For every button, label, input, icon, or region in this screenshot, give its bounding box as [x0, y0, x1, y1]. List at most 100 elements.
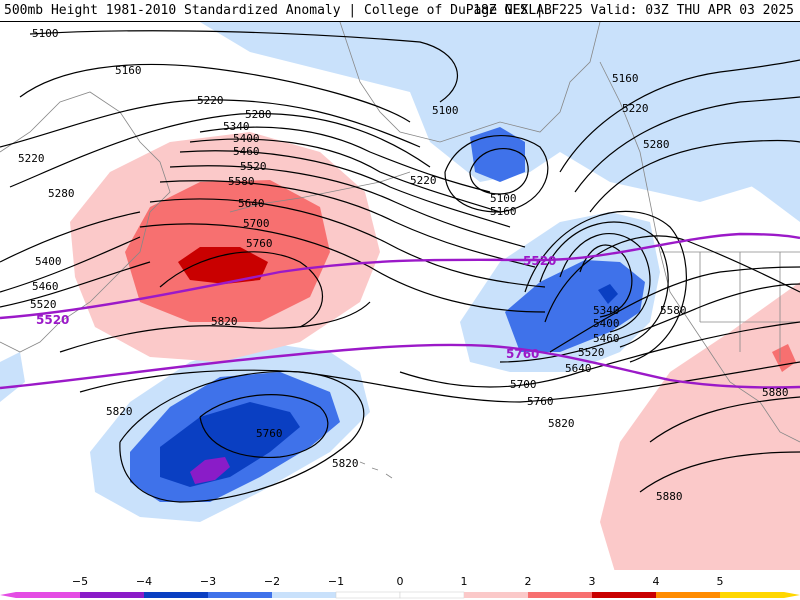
pos2-southeast-shade: [772, 344, 796, 372]
contour-5340: [199, 126, 491, 193]
contour-5280-west: [9, 112, 431, 188]
contour-label: 5820: [332, 457, 359, 470]
alaska-coastline: [339, 22, 601, 143]
contour-gulf-inner: [469, 148, 529, 195]
thickness-label-group: 5520 5520 5760: [36, 254, 556, 361]
contour-label: 5280: [643, 138, 670, 151]
anomaly-shading: [0, 22, 800, 570]
anomaly-color-scale: −5 −4 −3 −2 −1 0 1 2 3 4 5: [0, 575, 800, 599]
contour-label: 5280: [245, 108, 272, 121]
hawaii-islands: [359, 461, 393, 479]
contour-label: 5820: [548, 417, 575, 430]
scale-tick-label: 5: [717, 575, 724, 588]
scale-arrow-right: [784, 592, 800, 598]
contour-label: 5220: [622, 102, 649, 115]
contour-5460-west: [0, 236, 141, 293]
scale-bin: [16, 592, 80, 598]
thickness-5760-line: [0, 343, 800, 390]
aleutian-arc: [229, 171, 411, 213]
contour-label: 5820: [211, 315, 238, 328]
contour-label: 5220: [197, 94, 224, 107]
contour-label: 5820: [106, 405, 133, 418]
scale-ticks: −5 −4 −3 −2 −1 0 1 2 3 4 5: [72, 575, 724, 588]
contour-trough-5700: [499, 283, 800, 363]
contour-label: 5520: [240, 160, 267, 173]
north-america-coastline: [599, 61, 800, 443]
contour-label: 5880: [762, 386, 789, 399]
contour-label: 5580: [228, 175, 255, 188]
contour-5160-east: [559, 59, 800, 173]
neg3-pacific-shade: [598, 284, 618, 304]
contour-label: 5340: [593, 304, 620, 317]
neg1-edge-shade: [0, 352, 25, 402]
contour-5220-east: [574, 96, 800, 193]
scale-bin: [464, 592, 528, 598]
map-header: 500mb Height 1981-2010 Standardized Anom…: [0, 0, 800, 22]
contour-label: 5400: [233, 132, 260, 145]
contour-label: 5280: [48, 187, 75, 200]
contour-label: 5220: [410, 174, 437, 187]
contour-label: 5160: [115, 64, 142, 77]
contour-label: 5640: [565, 362, 592, 375]
scale-tick-label: 3: [589, 575, 596, 588]
contour-label: 5700: [510, 378, 537, 391]
contour-5760-cutoff: [199, 394, 329, 459]
contour-gulf-low: [444, 135, 549, 213]
scale-bin: [272, 592, 336, 598]
contour-5100-north: [29, 30, 458, 103]
scale-bin: [528, 592, 592, 598]
scale-bin: [720, 592, 784, 598]
scale-bin: [335, 591, 401, 599]
asia-coastline: [0, 91, 171, 353]
scale-tick-label: 0: [397, 575, 404, 588]
contour-5400: [189, 138, 501, 213]
contour-5580: [159, 180, 536, 268]
scale-bar: [0, 591, 800, 599]
contour-label: 5580: [660, 304, 687, 317]
neg3-southwest-shade: [160, 402, 300, 487]
weather-map[interactable]: 5100 5160 5220 5280 5220 5280 5340 5400 …: [0, 22, 800, 570]
neg4-southwest-shade: [190, 457, 230, 484]
contour-5220-west: [0, 99, 421, 148]
contour-5520: [169, 165, 526, 248]
pos1-southeast-shade: [600, 282, 800, 570]
contour-5760-ridge: [159, 251, 324, 328]
scale-arrow-left: [0, 592, 16, 598]
scale-bin: [208, 592, 272, 598]
contour-label: 5340: [223, 120, 250, 133]
contour-label: 5760: [527, 395, 554, 408]
neg2-pacific-shade: [505, 260, 645, 352]
scale-tick-label: −1: [328, 575, 344, 588]
contour-trough-5460: [539, 221, 669, 348]
contour-label: 5520: [30, 298, 57, 311]
contour-label: 5100: [432, 104, 459, 117]
contour-label: 5460: [593, 332, 620, 345]
contour-5880-southeast: [639, 451, 800, 493]
contour-trough-5340: [579, 244, 633, 318]
contour-5400-west: [0, 211, 141, 263]
contour-label: 5760: [256, 427, 283, 440]
contour-trough-5400: [559, 233, 651, 333]
scale-tick-label: −2: [264, 575, 280, 588]
contour-5520-west: [0, 261, 151, 308]
neg1-east-shade: [600, 22, 800, 222]
contour-trough-5580: [544, 235, 800, 323]
contour-5460: [179, 150, 511, 228]
contour-label: 5700: [243, 217, 270, 230]
contour-5640: [149, 198, 546, 288]
contour-label: 5880: [656, 490, 683, 503]
contour-label: 5160: [612, 72, 639, 85]
contour-label: 5160: [490, 205, 517, 218]
contour-label: 5520: [578, 346, 605, 359]
state-lines: [699, 252, 800, 362]
contour-label: 5220: [18, 152, 45, 165]
contour-5880-south: [649, 396, 800, 443]
scale-bin: [80, 592, 144, 598]
contour-label: 5100: [490, 192, 517, 205]
contour-5820-south: [79, 361, 800, 403]
scale-tick-label: 2: [525, 575, 532, 588]
thickness-5520-line: [0, 232, 800, 320]
contour-label: 5760: [246, 237, 273, 250]
thickness-lines: [0, 232, 800, 390]
scale-bin: [656, 592, 720, 598]
